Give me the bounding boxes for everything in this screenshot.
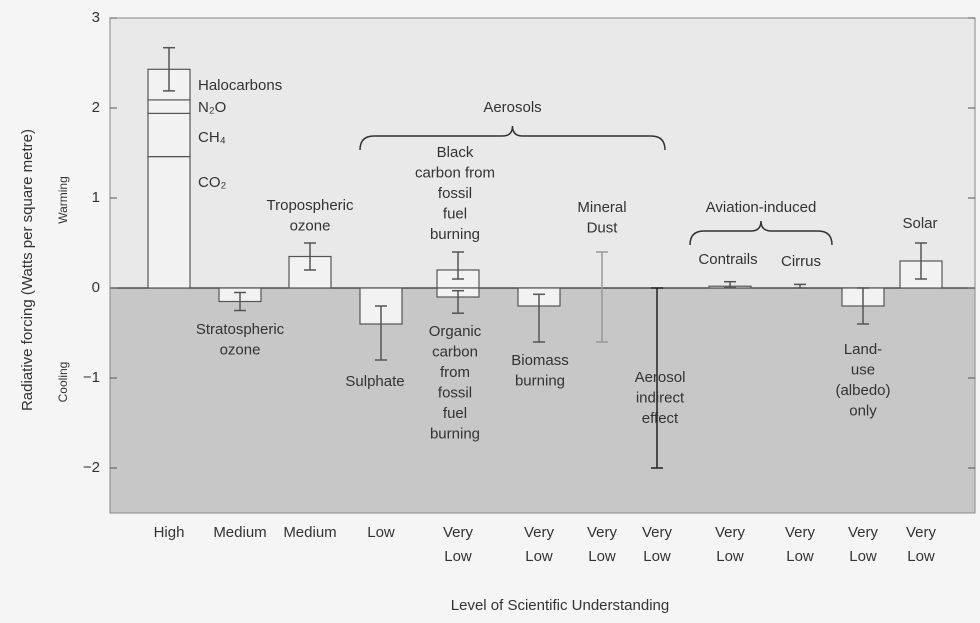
bar-label: use [851, 361, 875, 378]
bar-label: burning [430, 425, 480, 442]
error-bar [533, 293, 545, 343]
bar-label: fossil [438, 185, 472, 202]
bar-label: Dust [587, 219, 619, 236]
x-tick-label: Low [444, 548, 472, 565]
error-bar [724, 280, 736, 289]
bar-label: ozone [290, 217, 331, 234]
bar-label: Contrails [698, 251, 757, 268]
error-bar [596, 251, 608, 343]
x-tick-label: Medium [283, 524, 336, 541]
error-bar [915, 242, 927, 280]
group-brace [689, 220, 833, 246]
x-tick-label: Low [525, 548, 553, 565]
segment-label: CH₄ [198, 129, 226, 146]
error-bar [794, 283, 806, 289]
x-tick-label: Very [906, 524, 937, 541]
plot-frame [109, 17, 976, 514]
bar-label: (albedo) [835, 382, 890, 399]
error-bar [857, 287, 869, 325]
bar [288, 255, 332, 289]
x-tick-label: Very [642, 524, 673, 541]
error-bar [163, 46, 175, 92]
bar-label: indirect [636, 389, 685, 406]
x-tick-label: Very [443, 524, 474, 541]
bar-label: fossil [438, 384, 472, 401]
bar-label: Stratospheric [196, 321, 285, 338]
bar-label: Solar [902, 215, 937, 232]
segment-label: N₂O [198, 99, 226, 116]
x-tick-label: High [154, 524, 185, 541]
y-tick-label: 2 [92, 99, 100, 116]
bar-label: Cirrus [781, 253, 821, 270]
bar-label: burning [515, 372, 565, 389]
x-tick-label: Medium [213, 524, 266, 541]
x-tick-label: Very [587, 524, 618, 541]
error-bar [651, 287, 663, 469]
bar-label: burning [430, 226, 480, 243]
x-tick-label: Low [786, 548, 814, 565]
bar-label: Biomass [511, 352, 569, 369]
bar-label: Sulphate [345, 373, 404, 390]
error-bar [304, 242, 316, 271]
group-label: Aerosols [483, 99, 541, 116]
x-tick-label: Very [715, 524, 746, 541]
bar-label: Organic [429, 323, 482, 340]
x-axis-label: Level of Scientific Understanding [451, 597, 669, 614]
y-tick-label: 0 [92, 279, 100, 296]
bar-label: only [849, 402, 877, 419]
group-brace [359, 125, 666, 151]
x-tick-label: Low [849, 548, 877, 565]
error-bar [375, 305, 387, 361]
bar-label: fuel [443, 405, 467, 422]
y-axis-label: Radiative forcing (Watts per square metr… [19, 129, 36, 411]
x-tick-label: Very [848, 524, 879, 541]
error-bar [452, 251, 464, 280]
warming-label: Warming [56, 176, 70, 224]
group-label: Aviation-induced [706, 199, 817, 216]
error-bar [234, 291, 246, 312]
x-tick-label: Low [907, 548, 935, 565]
bar-label: Aerosol [635, 369, 686, 386]
bar-label: carbon [432, 343, 478, 360]
cooling-region [110, 288, 975, 513]
plot: 3 2 1 0 −1 −2 High Medium Medium Low Very Low Very Lo… [83, 9, 976, 565]
segment-label: Halocarbons [198, 77, 282, 94]
bar-label: effect [642, 410, 679, 427]
bar-label: from [440, 364, 470, 381]
x-tick-label: Low [716, 548, 744, 565]
y-tick-label: 1 [92, 189, 100, 206]
bar-label: ozone [220, 341, 261, 358]
bar-segment [147, 156, 191, 289]
bar-label: fuel [443, 205, 467, 222]
y-tick-label: 3 [92, 9, 100, 26]
bar-segment [147, 112, 191, 158]
y-tick-label: −2 [83, 459, 100, 476]
warming-region [110, 18, 975, 288]
x-tick-label: Low [643, 548, 671, 565]
bar-label: Mineral [577, 199, 626, 216]
segment-label: CO₂ [198, 174, 227, 191]
y-tick-label: −1 [83, 369, 100, 386]
bar-label: Land- [844, 341, 882, 358]
bar-label: carbon from [415, 164, 495, 181]
error-bar [452, 289, 464, 314]
bar-segment [147, 99, 191, 115]
bar-label: Black [437, 144, 474, 161]
cooling-label: Cooling [56, 362, 70, 403]
x-tick-label: Very [785, 524, 816, 541]
x-tick-label: Low [588, 548, 616, 565]
x-tick-label: Very [524, 524, 555, 541]
bar-label: Tropospheric [267, 197, 354, 214]
x-tick-label: Low [367, 524, 395, 541]
